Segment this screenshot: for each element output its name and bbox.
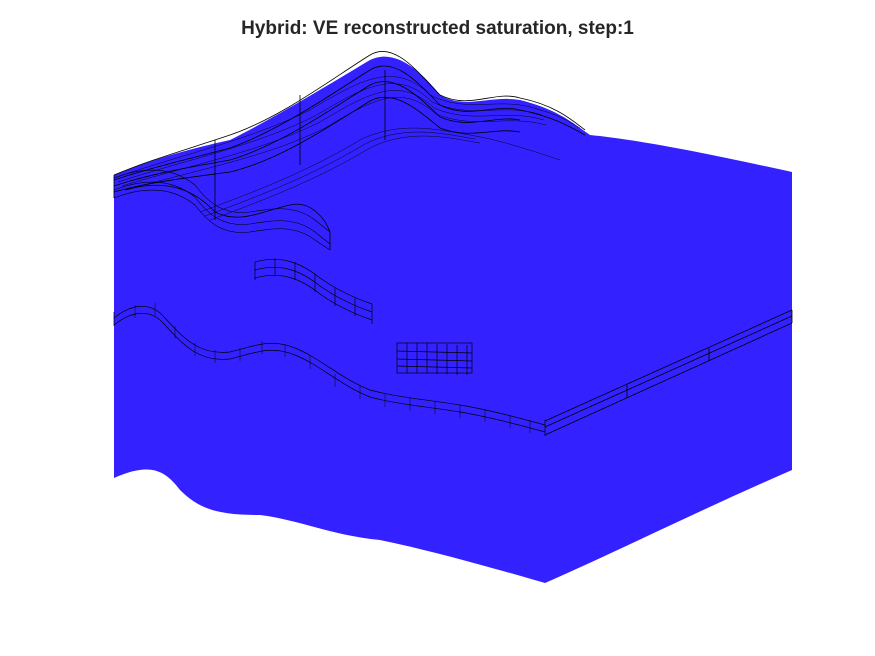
reservoir-body (114, 56, 792, 583)
long-wave-grid-ticks (134, 303, 531, 433)
middle-grid-patch (254, 258, 373, 324)
plot-title: Hybrid: VE reconstructed saturation, ste… (241, 18, 634, 39)
center-grid-patch (396, 342, 473, 375)
top-grid-dense (113, 76, 581, 221)
top-grid-layer (113, 50, 586, 250)
flat-slab-edge (544, 309, 793, 436)
left-wall-grid (113, 169, 331, 251)
